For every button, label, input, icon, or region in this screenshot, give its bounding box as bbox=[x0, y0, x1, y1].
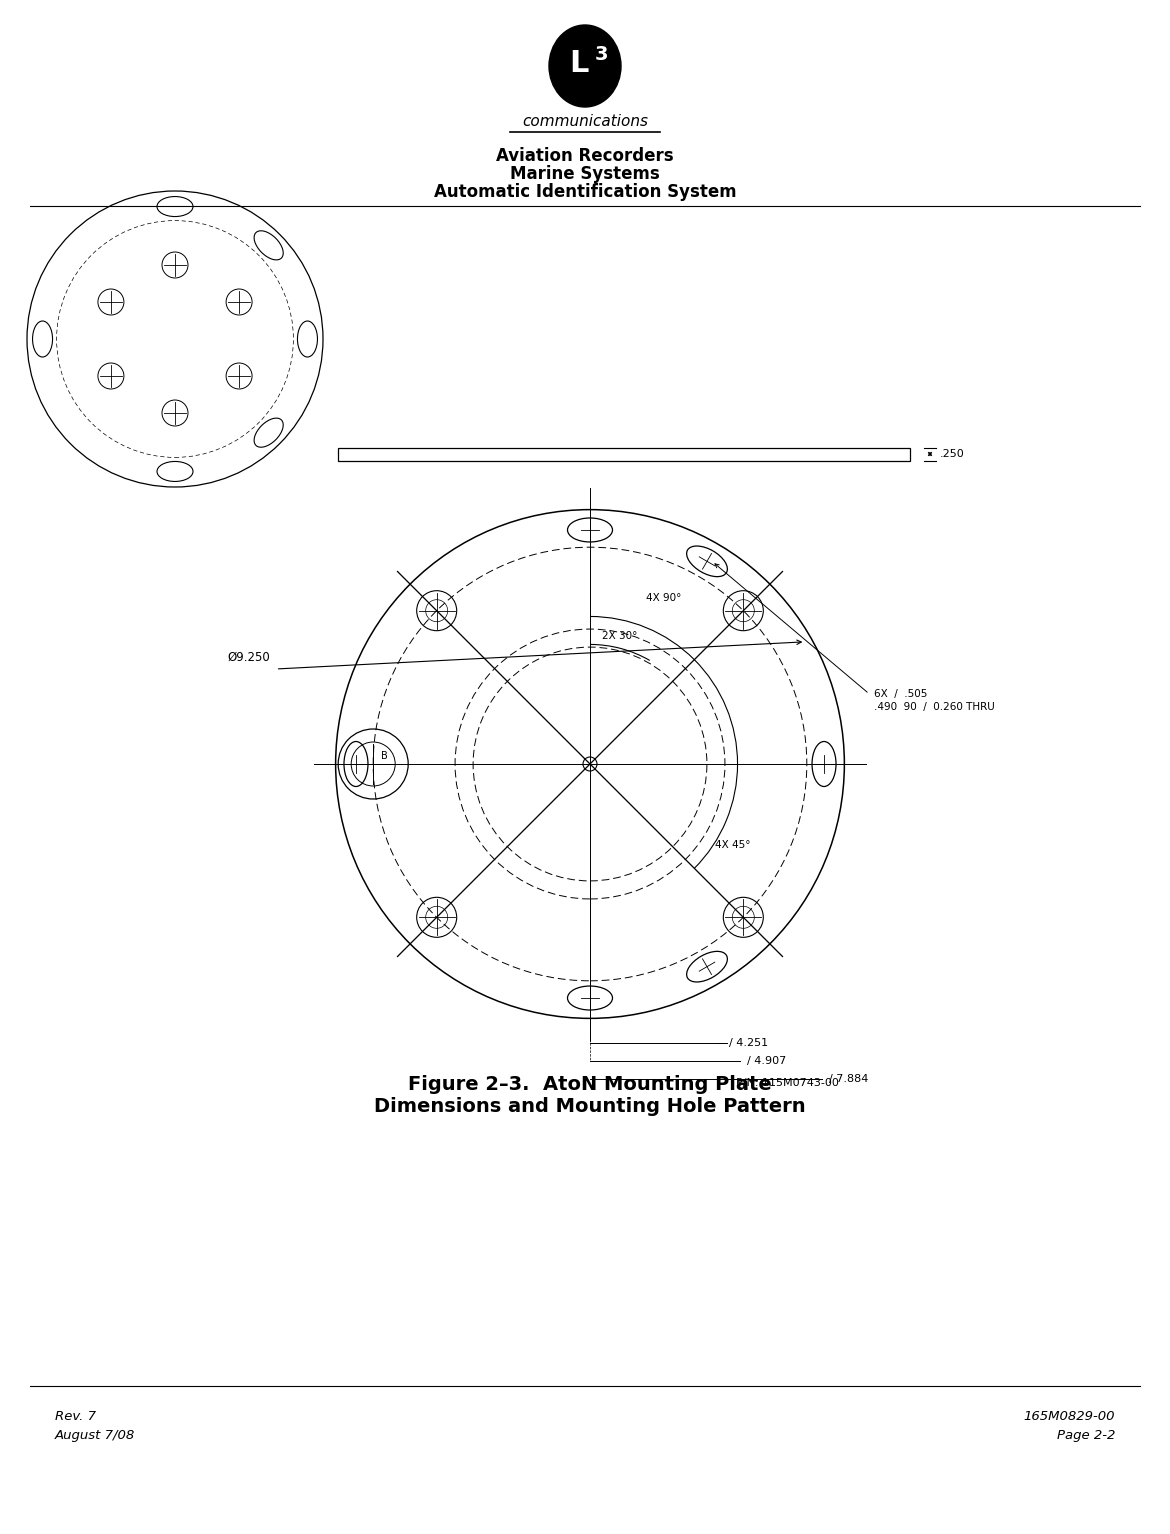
Text: / 4.251: / 4.251 bbox=[729, 1039, 768, 1048]
Text: Rev. 7: Rev. 7 bbox=[55, 1410, 96, 1422]
Text: 4X 45°: 4X 45° bbox=[715, 839, 751, 850]
Text: 165M0829-00: 165M0829-00 bbox=[1024, 1410, 1115, 1422]
Text: P/N: 115M0743-00: P/N: 115M0743-00 bbox=[736, 1078, 839, 1089]
Text: Marine Systems: Marine Systems bbox=[510, 166, 660, 183]
Ellipse shape bbox=[549, 25, 621, 107]
Text: 4X 90°: 4X 90° bbox=[646, 594, 681, 603]
Text: .250: .250 bbox=[940, 449, 965, 459]
Text: 2X 30°: 2X 30° bbox=[603, 632, 638, 641]
Text: Ø9.250: Ø9.250 bbox=[228, 650, 270, 664]
Text: L: L bbox=[570, 49, 589, 78]
Bar bbox=[338, 448, 910, 460]
Text: B: B bbox=[381, 752, 388, 761]
Text: communications: communications bbox=[522, 114, 648, 129]
Text: .490  90  /  0.260 THRU: .490 90 / 0.260 THRU bbox=[874, 703, 996, 712]
Text: Figure 2–3.  AtoN Mounting Plate: Figure 2–3. AtoN Mounting Plate bbox=[408, 1074, 772, 1094]
Text: / 4.907: / 4.907 bbox=[746, 1057, 786, 1066]
Text: 6X  /  .505: 6X / .505 bbox=[874, 689, 928, 700]
Text: / 7.884: / 7.884 bbox=[828, 1074, 868, 1085]
Text: August 7/08: August 7/08 bbox=[55, 1430, 136, 1442]
Text: Page 2-2: Page 2-2 bbox=[1057, 1430, 1115, 1442]
Text: Automatic Identification System: Automatic Identification System bbox=[434, 183, 736, 201]
Text: Aviation Recorders: Aviation Recorders bbox=[496, 147, 674, 166]
Text: Dimensions and Mounting Hole Pattern: Dimensions and Mounting Hole Pattern bbox=[374, 1097, 806, 1115]
Text: 3: 3 bbox=[594, 44, 607, 63]
